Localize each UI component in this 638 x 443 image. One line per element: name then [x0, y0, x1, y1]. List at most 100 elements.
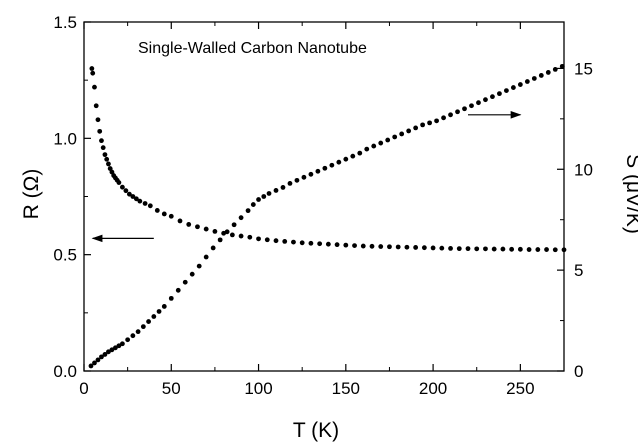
resistance-data-point — [89, 66, 95, 71]
thermopower-data-point — [524, 79, 530, 84]
thermopower-data-point — [510, 85, 516, 90]
thermopower-data-point — [448, 112, 453, 118]
resistance-data-point — [378, 244, 384, 249]
resistance-data-point — [147, 203, 153, 209]
thermopower-data-point — [168, 295, 174, 301]
resistance-data-point — [421, 245, 427, 251]
thermopower-data-point — [287, 180, 293, 186]
resistance-data-point — [273, 238, 279, 244]
resistance-data-point — [483, 246, 488, 252]
thermopower-data-point — [406, 128, 412, 134]
resistance-data-point — [325, 241, 331, 247]
thermopower-data-point — [434, 118, 439, 124]
thermopower-data-point — [385, 137, 391, 143]
resistance-data-point — [317, 241, 323, 247]
x-tick-label: 200 — [419, 379, 447, 398]
thermopower-data-point — [371, 143, 377, 149]
resistance-data-point — [90, 70, 96, 76]
thermopower-data-point — [156, 309, 162, 314]
thermopower-data-point — [238, 215, 244, 221]
resistance-data-point — [256, 236, 261, 242]
resistance-data-point — [535, 247, 541, 252]
resistance-data-point — [561, 247, 567, 253]
thermopower-data-point — [413, 125, 419, 131]
resistance-data-point — [97, 128, 103, 134]
resistance-data-point — [509, 246, 515, 252]
thermopower-data-point — [109, 347, 115, 353]
thermopower-data-point — [469, 103, 474, 109]
thermopower-data-point — [294, 177, 300, 183]
resistance-data-point — [552, 247, 558, 253]
resistance-data-point — [95, 117, 101, 123]
resistance-data-point — [448, 245, 453, 251]
resistance-data-point — [465, 246, 471, 252]
resistance-data-point — [142, 201, 148, 206]
resistance-data-point — [387, 244, 392, 250]
resistance-data-point — [343, 242, 349, 248]
thermopower-data-point — [476, 100, 481, 106]
thermopower-data-point — [545, 70, 551, 75]
resistance-data-point — [430, 245, 436, 251]
resistance-data-point — [104, 156, 110, 162]
thermopower-data-point — [189, 271, 195, 277]
resistance-data-point — [126, 191, 132, 197]
thermopower-data-point — [102, 352, 108, 357]
resistance-data-point — [238, 233, 244, 239]
thermopower-data-point — [196, 263, 202, 269]
thermopower-data-point — [517, 82, 523, 87]
left-y-tick-label: 0.0 — [53, 362, 77, 381]
resistance-data-point — [133, 196, 139, 202]
thermopower-data-point — [392, 134, 398, 140]
resistance-data-point — [334, 242, 340, 248]
x-tick-label: 0 — [79, 379, 88, 398]
x-tick-label: 50 — [162, 379, 181, 398]
chart-annotation: Single-Walled Carbon Nanotube — [138, 40, 367, 57]
thermopower-data-point — [203, 254, 209, 260]
resistance-data-point — [369, 243, 375, 249]
resistance-data-point — [395, 244, 401, 250]
thermopower-data-point — [350, 153, 356, 159]
thermopower-data-point — [125, 337, 131, 343]
thermopower-data-point — [256, 197, 261, 202]
right-y-tick-label: 5 — [574, 261, 583, 280]
thermopower-data-point — [231, 222, 237, 228]
resistance-data-point — [195, 224, 200, 230]
resistance-data-point — [99, 138, 104, 144]
resistance-data-point — [439, 245, 445, 251]
thermopower-data-point — [146, 319, 151, 324]
resistance-data-point — [282, 239, 288, 244]
resistance-data-point — [404, 244, 410, 250]
resistance-data-point — [474, 246, 480, 252]
thermopower-data-point — [161, 304, 167, 309]
thermopower-data-point — [113, 345, 118, 351]
resistance-data-point — [137, 198, 143, 204]
thermopower-data-point — [455, 109, 460, 115]
thermopower-data-point — [88, 363, 94, 369]
resistance-data-point — [102, 152, 108, 158]
thermopower-data-point — [357, 150, 363, 156]
thermopower-data-point — [420, 122, 426, 128]
left-y-tick-label: 1.5 — [53, 13, 77, 32]
resistance-data-point — [154, 208, 160, 213]
thermopower-data-point — [497, 91, 502, 97]
resistance-data-point — [308, 240, 314, 246]
resistance-data-point — [168, 213, 174, 219]
thermopower-data-point — [280, 185, 286, 190]
resistance-data-point — [517, 246, 523, 252]
thermopower-data-point — [210, 245, 216, 251]
x-tick-label: 100 — [244, 379, 272, 398]
resistance-data-point — [413, 245, 419, 250]
thermopower-data-point — [224, 229, 230, 235]
resistance-data-point — [100, 145, 106, 151]
resistance-data-point — [161, 211, 167, 217]
resistance-data-point — [212, 229, 218, 234]
x-tick-label: 150 — [332, 379, 360, 398]
thermopower-data-point — [182, 279, 188, 285]
resistance-data-point — [352, 243, 357, 248]
thermopower-data-point — [531, 76, 537, 81]
thermopower-data-point — [250, 202, 256, 207]
thermopower-data-point — [378, 140, 384, 146]
resistance-data-point — [116, 180, 122, 185]
resistance-data-point — [491, 246, 497, 252]
resistance-data-point — [120, 184, 125, 190]
